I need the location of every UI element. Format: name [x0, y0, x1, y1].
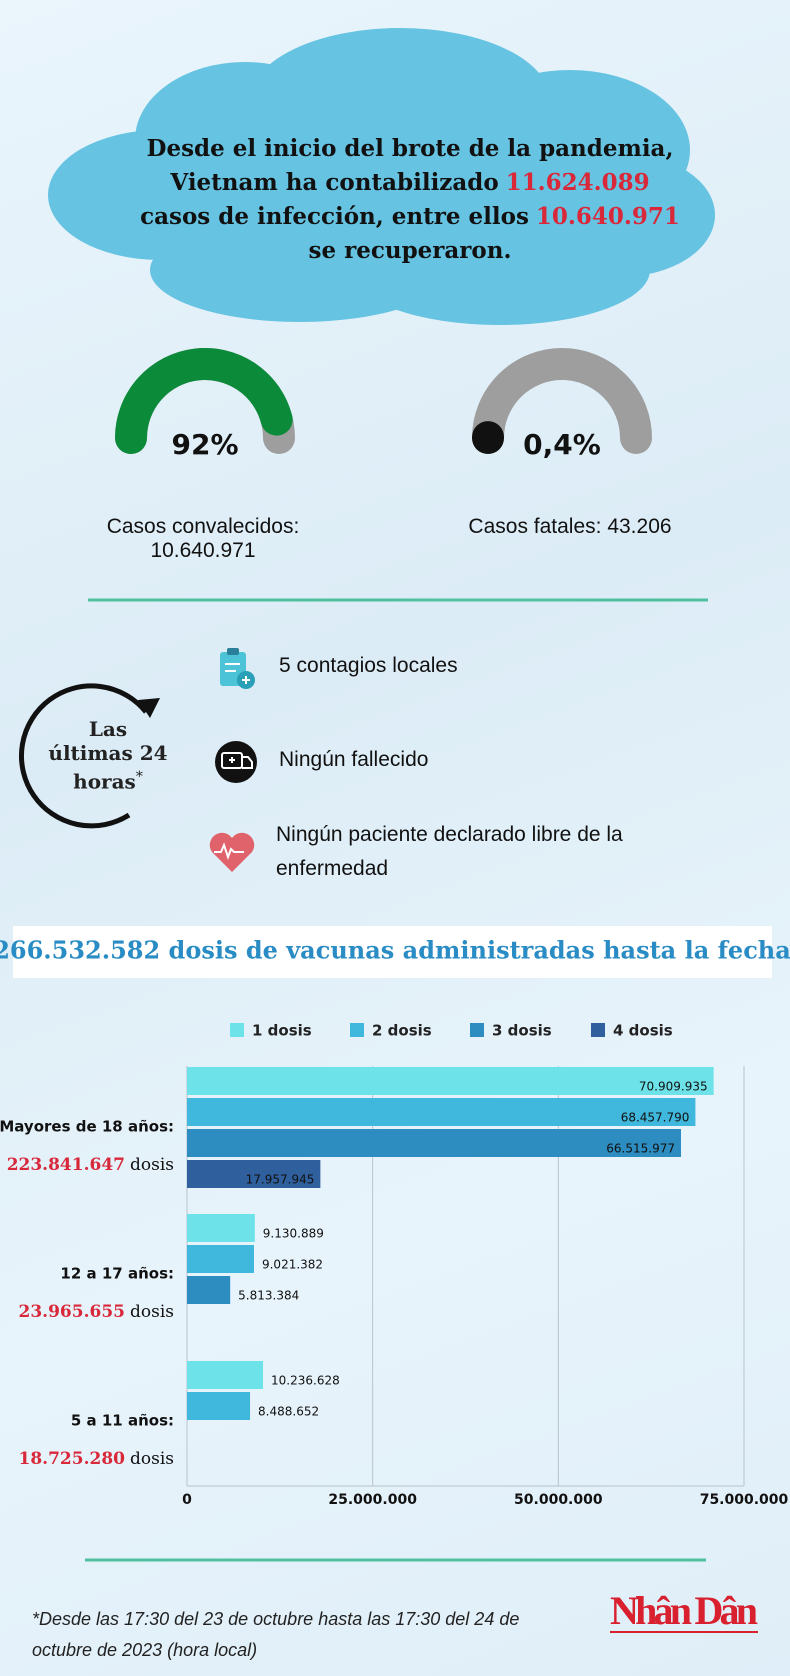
- gauge-caption: Casos convalecidos: 10.640.971: [106, 515, 300, 562]
- category-label: 12 a 17 años:: [60, 1265, 174, 1283]
- stat-item: 5 contagios locales: [279, 654, 458, 677]
- icon-clipboard: [220, 648, 255, 689]
- category-total: 223.841.647 dosis: [7, 1155, 174, 1175]
- total-unit: dosis: [130, 1155, 174, 1175]
- vaccine-title: 266.532.582 dosis de vacunas administrad…: [0, 936, 790, 965]
- legend-swatch: [350, 1023, 364, 1037]
- text: casos de infección, entre ellos: [140, 203, 529, 230]
- category-label: Mayores de 18 años:: [0, 1118, 174, 1136]
- cloud-text: Desde el inicio del brote de la pandemia…: [120, 132, 700, 268]
- stat-item: Ningún paciente declarado libre de la en…: [276, 823, 623, 880]
- value-label: 66.515.977: [606, 1142, 675, 1156]
- value-label: 9.130.889: [263, 1227, 324, 1241]
- text-line: horas*: [38, 765, 178, 794]
- bar: [187, 1392, 251, 1420]
- gauge-track: [472, 348, 652, 454]
- value-label: 10.236.628: [271, 1374, 340, 1388]
- total-number: 223.841.647: [7, 1155, 125, 1175]
- bar: [187, 1160, 321, 1188]
- legend-swatch: [230, 1023, 244, 1037]
- title-banner: [13, 926, 772, 978]
- category-total: 23.965.655 dosis: [19, 1302, 174, 1322]
- category-total: 18.725.280 dosis: [19, 1449, 174, 1469]
- bar: [187, 1214, 255, 1242]
- gauge-fill: [115, 348, 293, 454]
- period-title: Las últimas 24 horas*: [38, 717, 178, 794]
- gauge-label: 92%: [171, 428, 238, 461]
- total-number: 18.725.280: [19, 1449, 126, 1469]
- text-line: últimas 24: [48, 741, 168, 765]
- cloud: [48, 28, 715, 325]
- text: Vietnam ha contabilizado: [170, 169, 499, 196]
- stat-item: Ningún fallecido: [279, 748, 429, 771]
- bar: [187, 1276, 231, 1304]
- gauges: 92% 0,4%: [115, 348, 652, 461]
- arrow-head: [138, 698, 160, 718]
- text-line: casos de infección, entre ellos 10.640.97…: [120, 200, 700, 234]
- legend-label: 4 dosis: [613, 1022, 673, 1040]
- legend-label: 1 dosis: [252, 1022, 312, 1040]
- legend-swatch: [591, 1023, 605, 1037]
- total-unit: dosis: [130, 1449, 174, 1469]
- logo: Nhân Dân: [610, 1588, 758, 1633]
- bar: [187, 1098, 696, 1126]
- cycle-arrow: [18, 683, 148, 829]
- bar: [187, 1067, 714, 1095]
- asterisk: *: [135, 769, 143, 785]
- icon-ambulance: [215, 741, 257, 783]
- legend-label: 3 dosis: [492, 1022, 552, 1040]
- bar: [187, 1361, 264, 1389]
- x-tick-label: 0: [182, 1492, 192, 1508]
- total-unit: dosis: [130, 1302, 174, 1322]
- value-label: 5.813.384: [238, 1289, 299, 1303]
- gauge-label: 0,4%: [523, 428, 601, 461]
- gauge-caption: Casos fatales: 43.206: [468, 515, 672, 538]
- text-line: Las: [88, 717, 128, 741]
- text: horas: [73, 769, 136, 794]
- x-tick-label: 50.000.000: [514, 1492, 603, 1508]
- icon-heart: [209, 832, 255, 872]
- footnote: *Desde las 17:30 del 23 de octubre hasta…: [32, 1609, 520, 1660]
- highlight-number: 10.640.971: [535, 203, 680, 230]
- value-label: 68.457.790: [621, 1111, 690, 1125]
- highlight-number: 11.624.089: [505, 169, 650, 196]
- value-label: 9.021.382: [262, 1258, 323, 1272]
- legend-label: 2 dosis: [372, 1022, 432, 1040]
- value-label: 17.957.945: [246, 1173, 315, 1187]
- chart: 0 25.000.000 50.000.000 75.000.000 1 dosis 2 …: [0, 1022, 789, 1509]
- text-line: se recuperaron.: [308, 237, 512, 264]
- text-line: Desde el inicio del brote de la pandemia…: [146, 135, 674, 162]
- value-label: 70.909.935: [639, 1080, 708, 1094]
- x-tick-label: 75.000.000: [700, 1492, 789, 1508]
- value-label: 8.488.652: [258, 1405, 319, 1419]
- x-tick-label: 25.000.000: [328, 1492, 417, 1508]
- bar: [187, 1129, 681, 1157]
- category-label: 5 a 11 años:: [71, 1412, 174, 1430]
- total-number: 23.965.655: [19, 1302, 125, 1322]
- bar: [187, 1245, 254, 1273]
- legend-swatch: [470, 1023, 484, 1037]
- text-line: Vietnam ha contabilizado 11.624.089: [120, 166, 700, 200]
